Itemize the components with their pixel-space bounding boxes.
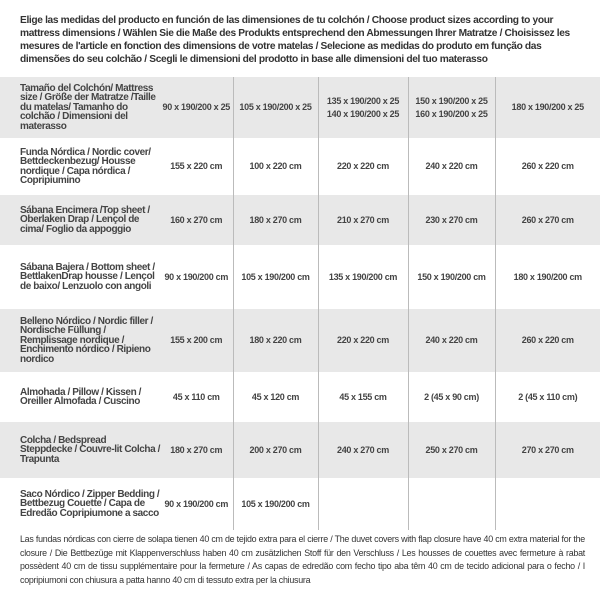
table-row: Sábana Bajera / Bottom sheet / Bettlaken…: [0, 245, 600, 309]
size-cell: 210 x 270 cm: [317, 195, 408, 245]
size-cell: [317, 478, 408, 530]
table-row: Funda Nórdica / Nordic cover/ Bettdecken…: [0, 138, 600, 195]
size-cell: 180 x 270 cm: [232, 195, 318, 245]
row-label: Colcha / Bedspread Steppdecke / Couvre-l…: [0, 422, 160, 478]
size-cell: 2 (45 x 110 cm): [494, 372, 600, 422]
size-cell: 270 x 270 cm: [494, 422, 600, 478]
row-label: Sábana Bajera / Bottom sheet / Bettlaken…: [20, 261, 155, 292]
row-label: Tamaño del Colchón/ Mattress size / Größ…: [0, 77, 160, 138]
size-cell: 45 x 110 cm: [172, 391, 220, 402]
size-cell: 220 x 220 cm: [317, 138, 408, 195]
size-cell: 155 x 220 cm: [170, 161, 223, 171]
size-table: Tamaño del Colchón/ Mattress size / Größ…: [0, 77, 600, 530]
size-cell: 45 x 155 cm: [317, 372, 408, 422]
size-cell: [407, 478, 495, 530]
size-cell: 135 x 190/200 x 25 140 x 190/200 x 25: [317, 77, 408, 138]
footnote: Las fundas nórdicas con cierre de solapa…: [20, 534, 585, 585]
size-cell: 105 x 190/200 cm: [232, 245, 318, 309]
size-cell: 45 x 120 cm: [232, 372, 318, 422]
size-cell: 2 (45 x 90 cm): [407, 372, 495, 422]
size-cell: 260 x 270 cm: [494, 195, 600, 245]
size-cell: 240 x 220 cm: [407, 309, 495, 372]
table-header-row: Tamaño del Colchón/ Mattress size / Größ…: [0, 77, 600, 138]
size-cell: 105 x 190/200 x 25: [232, 77, 318, 138]
size-cell: 230 x 270 cm: [407, 195, 495, 245]
size-cell: 180 x 270 cm: [160, 422, 233, 478]
size-cell: 180 x 190/200 cm: [494, 245, 600, 309]
size-cell: 180 x 220 cm: [232, 309, 318, 372]
size-cell: 180 x 190/200 x 25: [494, 77, 600, 138]
size-cell: 100 x 220 cm: [232, 138, 318, 195]
size-cell: 200 x 270 cm: [232, 422, 318, 478]
row-label: Belleno Nórdico / Nordic filler / Nordis…: [0, 309, 160, 372]
row-label: Sábana Encimera /Top sheet / Oberlaken D…: [0, 195, 160, 245]
size-cell: 90 x 190/200 cm: [164, 271, 229, 282]
row-label: Funda Nórdica / Nordic cover/ Bettdecken…: [20, 146, 151, 186]
size-cell: 220 x 220 cm: [317, 309, 408, 372]
size-cell: 260 x 220 cm: [494, 138, 600, 195]
size-cell: [494, 478, 600, 530]
size-cell: 240 x 220 cm: [407, 138, 495, 195]
size-cell: 155 x 200 cm: [160, 309, 233, 372]
size-cell: 150 x 190/200 cm: [407, 245, 495, 309]
size-cell: 260 x 220 cm: [494, 309, 600, 372]
table-row: Colcha / Bedspread Steppdecke / Couvre-l…: [0, 422, 600, 478]
size-cell: 160 x 270 cm: [160, 195, 233, 245]
table-row: Saco Nórdico / Zipper Bedding / Bettbezu…: [0, 478, 600, 530]
size-cell: 90 x 190/200 cm: [164, 498, 229, 509]
size-cell: 150 x 190/200 x 25 160 x 190/200 x 25: [407, 77, 495, 138]
table-row: Sábana Encimera /Top sheet / Oberlaken D…: [0, 195, 600, 245]
table-row: Belleno Nórdico / Nordic filler / Nordis…: [0, 309, 600, 372]
size-cell: 250 x 270 cm: [407, 422, 495, 478]
size-cell: 135 x 190/200 cm: [317, 245, 408, 309]
size-cell: 90 x 190/200 x 25: [160, 77, 233, 138]
row-label: Almohada / Pillow / Kissen / Oreiller Al…: [20, 386, 142, 407]
table-row: Almohada / Pillow / Kissen / Oreiller Al…: [0, 372, 600, 422]
row-label: Saco Nórdico / Zipper Bedding / Bettbezu…: [20, 488, 160, 519]
size-cell: 105 x 190/200 cm: [232, 478, 318, 530]
size-cell: 240 x 270 cm: [317, 422, 408, 478]
intro-text: Elige las medidas del producto en funció…: [20, 15, 570, 65]
